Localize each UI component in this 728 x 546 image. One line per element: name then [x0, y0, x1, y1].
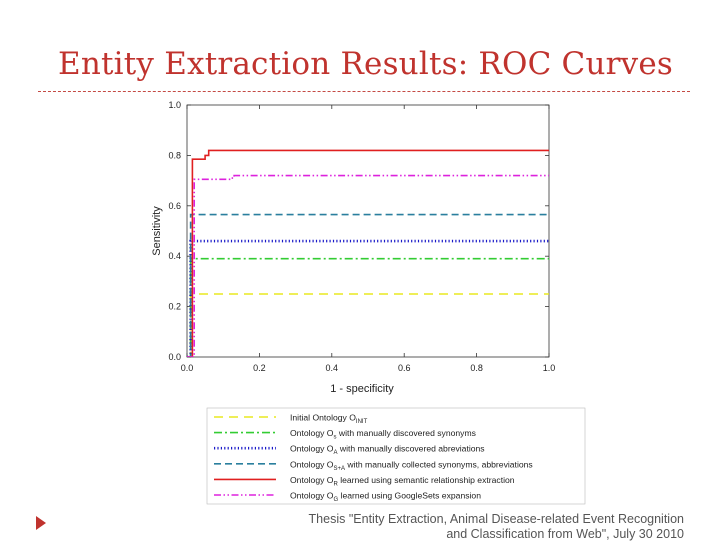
- x-tick-label: 0.6: [398, 363, 411, 373]
- bullet-arrow-icon: [36, 516, 46, 530]
- legend-label-main: Ontology O: [290, 428, 334, 438]
- legend-label-subscript: G: [333, 497, 338, 503]
- x-tick-label: 1.0: [543, 363, 556, 373]
- series-lines: [187, 149, 549, 357]
- legend-label-main: Ontology O: [290, 459, 334, 469]
- x-tick-label: 0.8: [470, 363, 483, 373]
- legend-label-subscript: R: [333, 481, 338, 487]
- y-tick-label: 0.0: [168, 352, 181, 362]
- footer-line-2: and Classification from Web", July 30 20…: [446, 527, 684, 541]
- series-line-synonyms: [187, 257, 549, 357]
- slide-title: Entity Extraction Results: ROC Curves: [58, 46, 674, 82]
- series-line-googlesets: [187, 174, 549, 357]
- legend-label-synonyms: Ontology Os with manually discovered syn…: [290, 428, 476, 441]
- plot-area: [186, 104, 550, 358]
- legend-label-main: Ontology O: [290, 491, 334, 501]
- legend-label-combined: Ontology OS+A with manually collected sy…: [290, 459, 533, 472]
- legend-label-rest: with manually discovered abreviations: [337, 444, 484, 454]
- legend-label-main: Ontology O: [290, 444, 334, 454]
- legend-label-main: Initial Ontology O: [290, 413, 356, 423]
- legend-box: [206, 407, 586, 505]
- series-line-combined: [187, 213, 549, 357]
- legend-label-semantic: Ontology OR learned using semantic relat…: [290, 475, 515, 488]
- footer-line-1: Thesis "Entity Extraction, Animal Diseas…: [308, 512, 684, 526]
- legend-label-abbreviations: Ontology OA with manually discovered abr…: [290, 444, 485, 457]
- footer-citation: Thesis "Entity Extraction, Animal Diseas…: [184, 512, 684, 542]
- y-axis-label: Sensitivity: [151, 206, 163, 256]
- legend-label-initial: Initial Ontology OINIT: [290, 413, 368, 426]
- title-divider: [38, 91, 690, 92]
- legend-label-subscript: A: [333, 450, 337, 456]
- legend-label-subscript: S+A: [333, 466, 345, 472]
- series-line-semantic: [187, 149, 549, 357]
- legend-label-rest: with manually collected synonyms, abbrev…: [345, 459, 533, 469]
- y-tick-label: 0.8: [168, 150, 181, 160]
- legend-label-rest: learned using GoogleSets expansion: [338, 491, 481, 501]
- legend-label-rest: learned using semantic relationship extr…: [338, 475, 515, 485]
- x-tick-label: 0.0: [181, 363, 194, 373]
- legend-label-subscript: s: [333, 435, 336, 441]
- y-tick-label: 0.2: [168, 302, 181, 312]
- legend-label-main: Ontology O: [290, 475, 334, 485]
- legend-label-subscript: INIT: [356, 419, 368, 425]
- y-tick-label: 0.4: [168, 251, 181, 261]
- legend-label-rest: with manually discovered synonyms: [336, 428, 475, 438]
- x-tick-label: 0.2: [253, 363, 266, 373]
- legend-label-googlesets: Ontology OG learned using GoogleSets exp…: [290, 491, 481, 504]
- x-axis-label: 1 - specificity: [330, 383, 394, 395]
- x-tick-label: 0.4: [326, 363, 339, 373]
- y-tick-label: 1.0: [168, 100, 181, 110]
- y-tick-label: 0.6: [168, 201, 181, 211]
